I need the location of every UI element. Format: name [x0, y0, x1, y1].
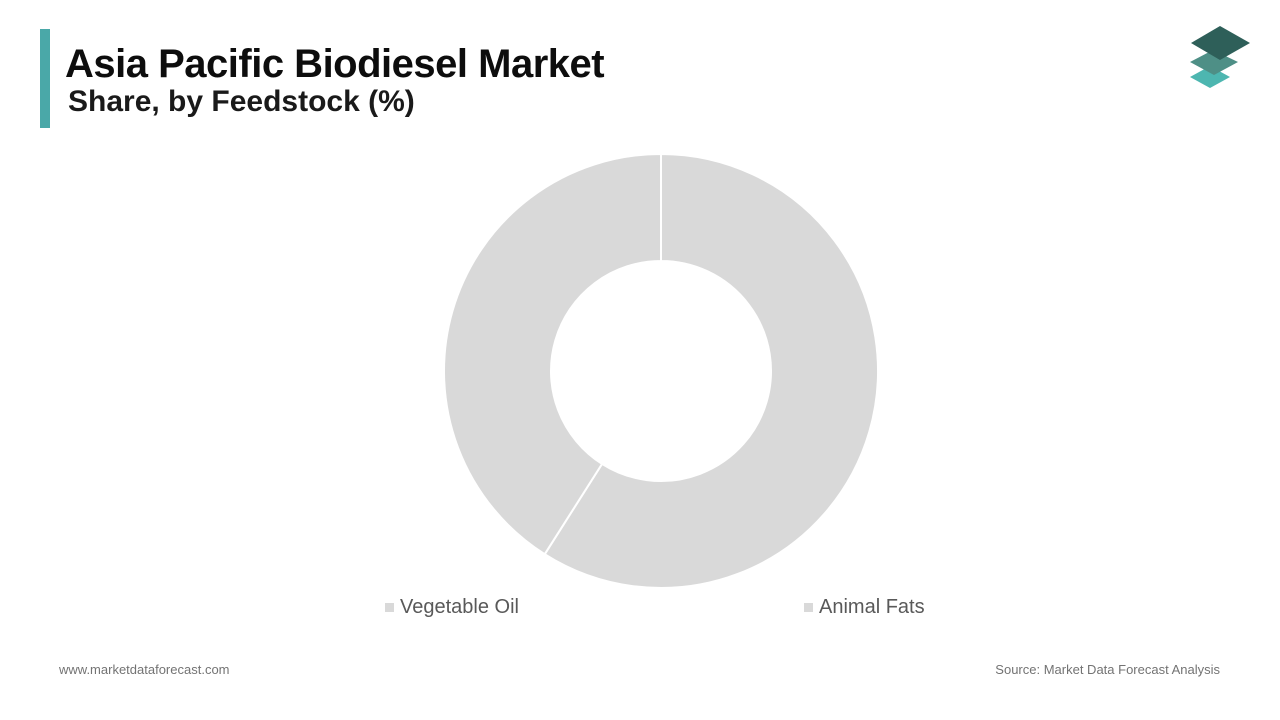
chart-title: Asia Pacific Biodiesel Market: [65, 42, 605, 86]
layered-stack-icon: [1190, 26, 1250, 88]
legend-item-vegetable-oil: Vegetable Oil: [385, 595, 519, 619]
chart-subtitle: Share, by Feedstock (%): [68, 85, 415, 118]
legend-swatch: [385, 602, 394, 612]
legend-label: Vegetable Oil: [400, 595, 519, 618]
logo-layer-top: [1191, 26, 1250, 60]
legend-item-animal-fats: Animal Fats: [804, 595, 925, 619]
footer-source: Source: Market Data Forecast Analysis: [995, 662, 1220, 677]
footer-website: www.marketdataforecast.com: [59, 662, 230, 677]
donut-slice-animal-fats: [443, 152, 662, 556]
title-accent-bar: [40, 29, 50, 128]
legend-label: Animal Fats: [819, 595, 925, 618]
donut-slice-vegetable-oil: [543, 152, 879, 589]
legend-swatch: [804, 602, 813, 612]
